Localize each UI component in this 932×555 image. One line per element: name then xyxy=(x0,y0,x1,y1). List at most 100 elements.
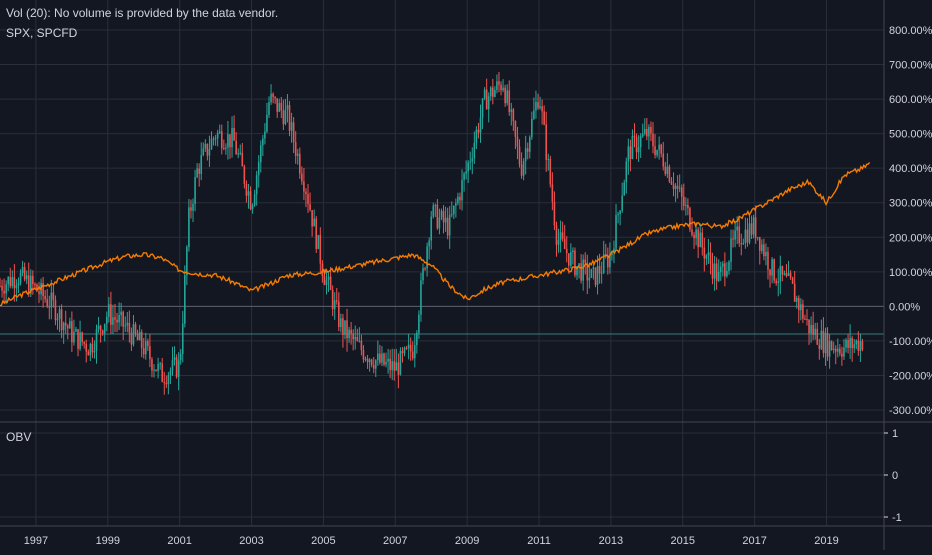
candle-body xyxy=(360,340,363,351)
candle-body xyxy=(381,353,383,363)
candle-body xyxy=(617,213,619,216)
candle-body xyxy=(128,322,131,333)
candle-body xyxy=(713,263,716,279)
candle-body xyxy=(23,267,26,280)
candle-body xyxy=(769,269,771,276)
candle-body xyxy=(169,370,172,376)
candle-body xyxy=(448,214,451,236)
candle-body xyxy=(27,275,30,294)
candle-body xyxy=(331,289,334,310)
candle-body xyxy=(383,353,385,365)
candle-body xyxy=(613,248,615,252)
candle-body xyxy=(270,93,272,103)
candle-body xyxy=(843,347,845,357)
x-tick-label: 1999 xyxy=(96,535,120,547)
candle-body xyxy=(177,360,180,377)
candle-body xyxy=(738,226,741,244)
y-tick-label: -300.00% xyxy=(889,405,932,417)
candle-body xyxy=(623,182,626,196)
candle-body xyxy=(426,246,428,269)
candle-body xyxy=(633,135,636,137)
candle-body xyxy=(204,143,207,149)
candle-body xyxy=(641,133,644,137)
candle-body xyxy=(654,146,656,156)
y-tick-label: 300.00% xyxy=(889,198,932,210)
candle-body xyxy=(83,342,85,344)
candle-body xyxy=(810,325,812,334)
candle-body xyxy=(793,283,796,302)
candle-body xyxy=(494,90,496,97)
candle-body xyxy=(48,306,51,308)
candle-body xyxy=(861,341,864,350)
candle-body xyxy=(377,353,379,361)
candle-body xyxy=(609,254,611,268)
candle-body xyxy=(99,325,102,331)
volume-legend: Vol (20): No volume is provided by the d… xyxy=(6,6,279,20)
candle-body xyxy=(705,255,708,259)
candle-body xyxy=(149,346,151,360)
candle-body xyxy=(660,144,663,154)
candle-body xyxy=(130,332,133,345)
candle-body xyxy=(163,381,166,383)
candle-body xyxy=(535,102,537,111)
candle-body xyxy=(584,259,587,263)
candle-body xyxy=(717,272,720,281)
candle-body xyxy=(294,142,297,156)
candle-body xyxy=(56,318,59,321)
candle-body xyxy=(15,285,18,289)
candle-body xyxy=(161,363,164,382)
candle-body xyxy=(313,218,315,227)
candle-body xyxy=(409,344,412,352)
x-tick-label: 2005 xyxy=(311,535,335,547)
candle-body xyxy=(442,210,445,223)
candle-body xyxy=(395,362,398,371)
candle-body xyxy=(748,223,751,243)
candle-body xyxy=(434,204,437,206)
candle-body xyxy=(280,103,283,111)
candle-body xyxy=(79,332,81,349)
candle-body xyxy=(333,300,336,310)
candle-body xyxy=(235,140,237,155)
candle-body xyxy=(292,122,295,143)
candle-body xyxy=(399,350,402,375)
x-tick-label: 1997 xyxy=(24,535,48,547)
candle-body xyxy=(157,364,159,371)
candle-body xyxy=(264,131,266,139)
candle-body xyxy=(802,304,804,319)
candle-body xyxy=(567,253,570,266)
candle-body xyxy=(352,333,354,340)
candle-body xyxy=(763,244,765,257)
candle-body xyxy=(140,331,143,349)
candle-body xyxy=(740,243,743,245)
candle-body xyxy=(5,284,7,294)
spx-line xyxy=(0,161,871,307)
candle-body xyxy=(416,332,418,346)
candle-body xyxy=(50,292,53,308)
candle-body xyxy=(590,269,593,278)
candle-body xyxy=(602,254,605,273)
candle-body xyxy=(625,161,628,183)
candle-body xyxy=(413,345,416,359)
candle-body xyxy=(255,175,258,195)
candle-body xyxy=(251,205,254,210)
candle-body xyxy=(229,134,231,148)
candle-body xyxy=(138,331,141,341)
candle-body xyxy=(637,147,640,153)
candle-body xyxy=(422,268,424,281)
candle-body xyxy=(75,329,77,332)
candle-body xyxy=(0,285,1,287)
candle-body xyxy=(101,330,104,334)
candle-body xyxy=(682,196,685,206)
candle-body xyxy=(181,323,184,354)
candle-body xyxy=(151,359,153,371)
candle-body xyxy=(570,252,572,266)
candle-body xyxy=(194,177,196,204)
candle-body xyxy=(354,337,357,340)
candle-body xyxy=(506,90,508,104)
candle-body xyxy=(797,297,800,311)
candle-body xyxy=(71,321,73,343)
